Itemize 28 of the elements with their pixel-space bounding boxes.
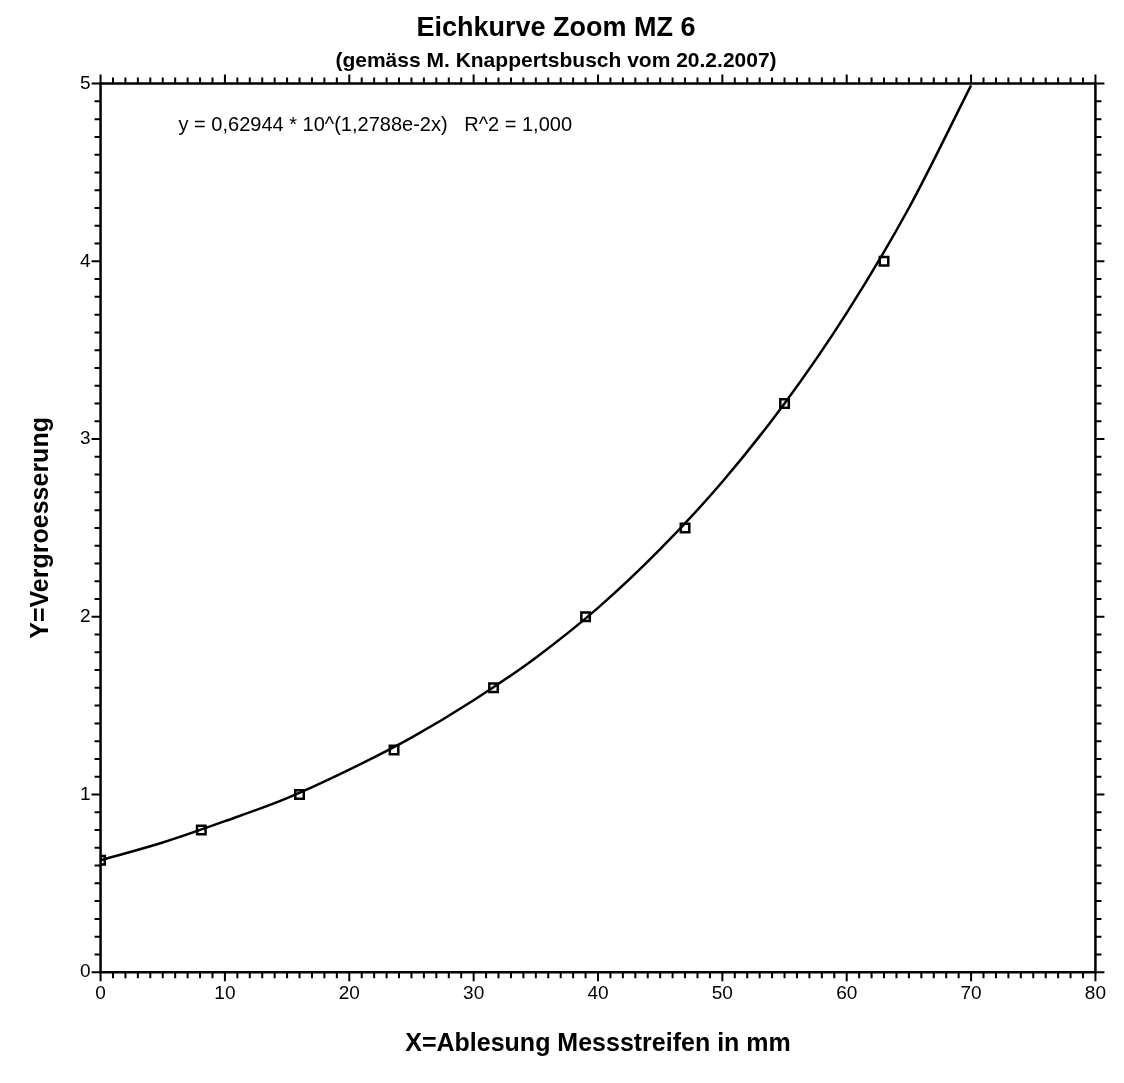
point (488, 682, 500, 694)
point (294, 788, 306, 800)
point (388, 744, 400, 756)
x-tick-label: 20 (338, 981, 360, 1003)
annotation: y = 0,62944 * 10^(1,2788e-2x) R^2 = 1,000 (178, 113, 573, 136)
y-tick-label: 3 (79, 427, 91, 449)
point (580, 611, 592, 623)
x-tick-label: 30 (463, 981, 485, 1003)
x-axis-title: X=Ablesung Messstreifen in mm (405, 1027, 791, 1056)
point (195, 824, 207, 836)
x-tick-label: 0 (95, 981, 106, 1003)
point (878, 255, 890, 267)
x-tick-label: 60 (836, 981, 858, 1003)
y-tick-label: 1 (79, 782, 91, 804)
chart-subtitle: (gemäss M. Knappertsbusch vom 20.2.2007) (335, 47, 777, 71)
y-tick-label: 0 (79, 960, 91, 982)
y-tick-label: 2 (79, 604, 91, 626)
x-tick-label: 10 (214, 981, 236, 1003)
x-tick-label: 80 (1084, 981, 1106, 1003)
y-tick-label: 5 (79, 71, 91, 93)
x-tick-label: 70 (960, 981, 982, 1003)
y-tick-label: 4 (79, 249, 91, 271)
chart-title: Eichkurve Zoom MZ 6 (416, 11, 696, 42)
y-axis-title: Y=Vergroesserung (24, 417, 53, 639)
x-tick-label: 50 (711, 981, 733, 1003)
x-tick-label: 40 (587, 981, 609, 1003)
point (779, 398, 791, 409)
point (679, 522, 691, 534)
